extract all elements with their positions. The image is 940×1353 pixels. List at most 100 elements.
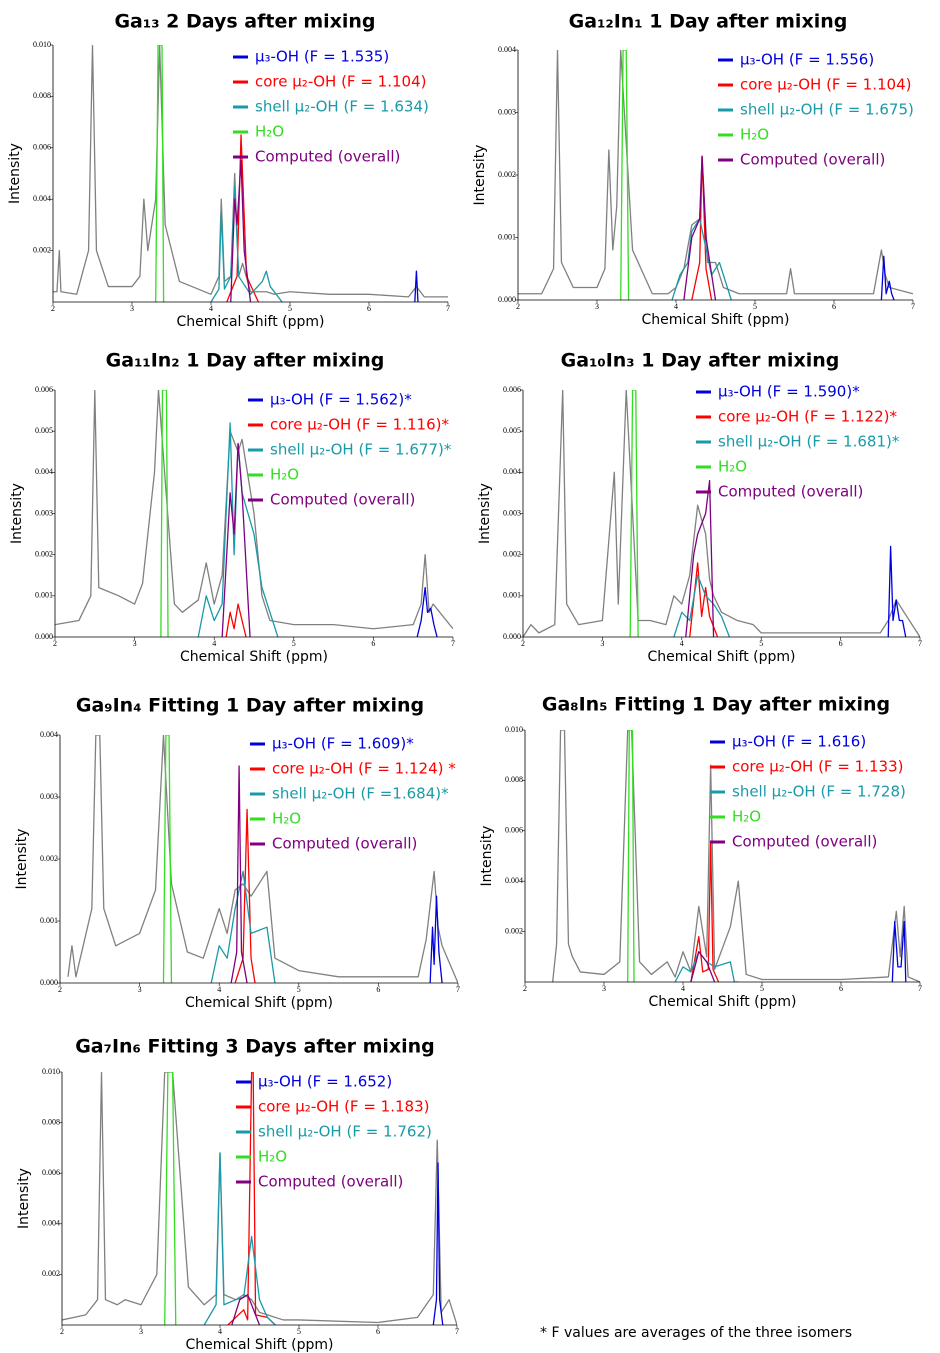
- x-tick-label: 5: [297, 985, 301, 994]
- spectrum-line: [518, 50, 913, 295]
- spectrum-line: [231, 1293, 261, 1325]
- y-tick-label: 0.004: [42, 1219, 60, 1228]
- legend-label: shell μ₂-OH (F =1.684)*: [272, 785, 449, 803]
- spectrum-line: [155, 45, 165, 302]
- x-tick-label: 6: [376, 985, 380, 994]
- legend-label: H₂O: [740, 126, 769, 144]
- spectrum-line: [685, 479, 715, 637]
- x-tick-label: 7: [451, 639, 455, 648]
- spectrum-line: [210, 185, 283, 302]
- x-tick-label: 3: [130, 304, 134, 313]
- x-tick-label: 6: [832, 302, 836, 311]
- spectrum-line: [690, 951, 716, 982]
- x-axis-label: Chemical Shift (ppm): [180, 649, 328, 665]
- axes: [54, 390, 453, 638]
- chart-title: Ga₁₀In₃ 1 Day after mixing: [561, 350, 840, 372]
- spectrum-line: [162, 735, 173, 983]
- legend-label: core μ₂-OH (F = 1.133): [732, 758, 903, 776]
- x-tick-label: 4: [680, 639, 684, 648]
- x-tick-label: 3: [138, 985, 142, 994]
- x-tick-label: 4: [209, 304, 213, 313]
- spectrum-line: [432, 1162, 444, 1325]
- y-tick-label: 0.006: [42, 1168, 60, 1177]
- spectrum-line: [891, 920, 907, 982]
- legend-label: H₂O: [718, 458, 747, 476]
- y-tick-label: 0.002: [505, 926, 523, 935]
- x-tick-label: 7: [446, 304, 450, 313]
- x-tick-label: 6: [839, 984, 843, 993]
- legend-label: core μ₂-OH (F = 1.122)*: [718, 408, 897, 426]
- x-tick-label: 5: [760, 984, 764, 993]
- x-tick-label: 5: [292, 639, 296, 648]
- x-tick-label: 4: [681, 984, 685, 993]
- spectrum-line: [164, 1072, 177, 1325]
- chart-title: Ga₉In₄ Fitting 1 Day after mixing: [76, 695, 424, 717]
- y-axis-label: Intensity: [477, 483, 493, 544]
- legend-label: Computed (overall): [255, 148, 400, 166]
- legend-label: core μ₂-OH (F = 1.116)*: [270, 416, 449, 434]
- legend-label: μ₃-OH (F = 1.535): [255, 48, 389, 66]
- legend-label: H₂O: [258, 1148, 287, 1166]
- axes: [52, 45, 448, 303]
- plot-area: [67, 735, 458, 983]
- y-tick-label: 0.008: [505, 775, 523, 784]
- x-tick-label: 3: [602, 984, 606, 993]
- legend-label: core μ₂-OH (F = 1.104): [740, 76, 911, 94]
- x-tick-label: 4: [674, 302, 678, 311]
- x-tick-label: 2: [51, 304, 55, 313]
- x-tick-label: 6: [839, 639, 843, 648]
- legend-label: Computed (overall): [258, 1173, 403, 1191]
- legend-label: μ₃-OH (F = 1.562)*: [270, 391, 412, 409]
- spectrum-line: [234, 808, 256, 983]
- spectrum-line: [629, 390, 639, 637]
- plot-area: [53, 45, 448, 302]
- y-tick-label: 0.000: [35, 632, 53, 641]
- y-tick-label: 0.000: [498, 295, 516, 304]
- legend-label: core μ₂-OH (F = 1.124) *: [272, 760, 456, 778]
- legend-label: Computed (overall): [740, 151, 885, 169]
- chart-title: Ga₈In₅ Fitting 1 Day after mixing: [542, 694, 890, 716]
- x-tick-label: 3: [139, 1327, 143, 1336]
- y-tick-label: 0.006: [505, 826, 523, 835]
- spectrum-line: [523, 390, 920, 637]
- y-tick-label: 0.001: [498, 232, 516, 241]
- x-axis-label: Chemical Shift (ppm): [647, 649, 795, 665]
- spectrum-line: [690, 842, 720, 982]
- plot-area: [523, 390, 920, 637]
- y-tick-label: 0.010: [505, 725, 523, 734]
- y-tick-label: 0.002: [498, 170, 516, 179]
- y-tick-label: 0.003: [35, 508, 53, 517]
- y-tick-label: 0.003: [498, 107, 516, 116]
- y-axis-label: Intensity: [14, 829, 30, 890]
- x-tick-label: 4: [212, 639, 216, 648]
- x-tick-label: 2: [521, 639, 525, 648]
- y-tick-label: 0.010: [42, 1067, 60, 1076]
- y-axis-label: Intensity: [479, 826, 495, 887]
- y-tick-label: 0.001: [40, 916, 58, 925]
- spectrum-line: [552, 730, 920, 982]
- y-tick-label: 0.000: [40, 978, 58, 987]
- spectrum-line: [416, 586, 438, 637]
- spectrum-line: [225, 603, 247, 637]
- legend-label: Computed (overall): [732, 833, 877, 851]
- spectrum-line: [414, 270, 419, 302]
- y-tick-label: 0.006: [35, 385, 53, 394]
- x-tick-label: 3: [600, 639, 604, 648]
- x-tick-label: 6: [371, 639, 375, 648]
- legend-label: H₂O: [255, 123, 284, 141]
- x-axis-label: Chemical Shift (ppm): [185, 995, 333, 1011]
- x-tick-label: 7: [456, 985, 460, 994]
- x-tick-label: 2: [523, 984, 527, 993]
- x-tick-label: 2: [53, 639, 57, 648]
- spectrum-line: [226, 134, 259, 302]
- legend-label: Computed (overall): [272, 835, 417, 853]
- spectrum-line: [210, 870, 276, 983]
- footnote: * F values are averages of the three iso…: [540, 1325, 852, 1341]
- y-tick-label: 0.004: [503, 467, 521, 476]
- y-tick-label: 0.003: [40, 792, 58, 801]
- x-tick-label: 6: [376, 1327, 380, 1336]
- y-axis-label: Intensity: [472, 145, 488, 206]
- plot-area: [518, 50, 913, 300]
- x-tick-label: 2: [516, 302, 520, 311]
